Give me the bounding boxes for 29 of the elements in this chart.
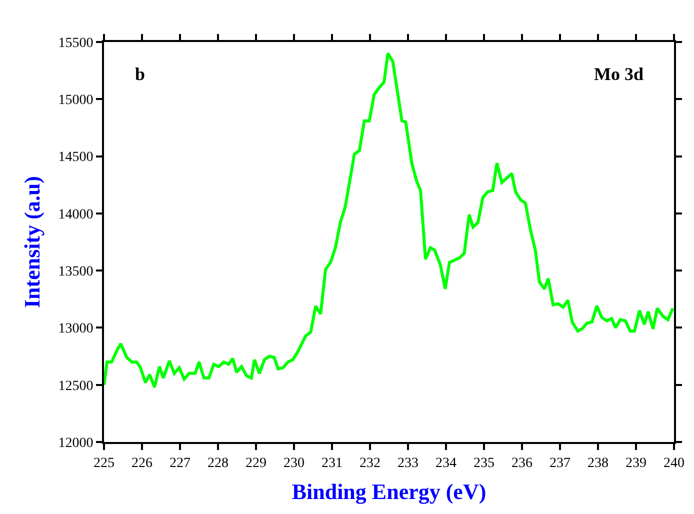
y-tick-label: 12500: [58, 378, 94, 394]
x-tick-label: 240: [664, 456, 684, 471]
x-tick-label: 235: [474, 456, 494, 471]
annotation: b: [135, 64, 146, 84]
y-axis-title: Intensity (a.u): [20, 176, 44, 308]
x-tick-label: 226: [132, 456, 152, 471]
y-tick-label: 14500: [58, 150, 94, 166]
y-tick-label: 15000: [58, 93, 94, 108]
y-tick-label: 12000: [58, 436, 94, 451]
x-tick-label: 228: [208, 456, 228, 471]
x-tick-label: 236: [512, 456, 532, 471]
x-tick-label: 227: [170, 456, 190, 471]
y-tick-label: 13500: [58, 264, 94, 280]
x-axis-title: Binding Energy (eV): [292, 479, 486, 504]
annotation: Mo 3d: [594, 64, 644, 84]
x-tick-label: 225: [94, 456, 114, 471]
x-tick-label: 230: [284, 456, 304, 471]
x-tick-label: 234: [436, 456, 456, 471]
x-tick-label: 231: [322, 456, 342, 471]
y-tick-label: 14000: [58, 207, 94, 222]
x-tick-label: 237: [550, 456, 570, 471]
x-tick-label: 238: [588, 456, 608, 471]
x-tick-label: 232: [360, 456, 380, 471]
y-tick-label: 13000: [58, 322, 94, 337]
x-tick-label: 239: [626, 456, 646, 471]
y-tick-label: 15500: [58, 36, 94, 51]
x-tick-label: 229: [246, 456, 266, 471]
x-tick-label: 233: [398, 456, 418, 471]
line-series: [104, 52, 674, 389]
